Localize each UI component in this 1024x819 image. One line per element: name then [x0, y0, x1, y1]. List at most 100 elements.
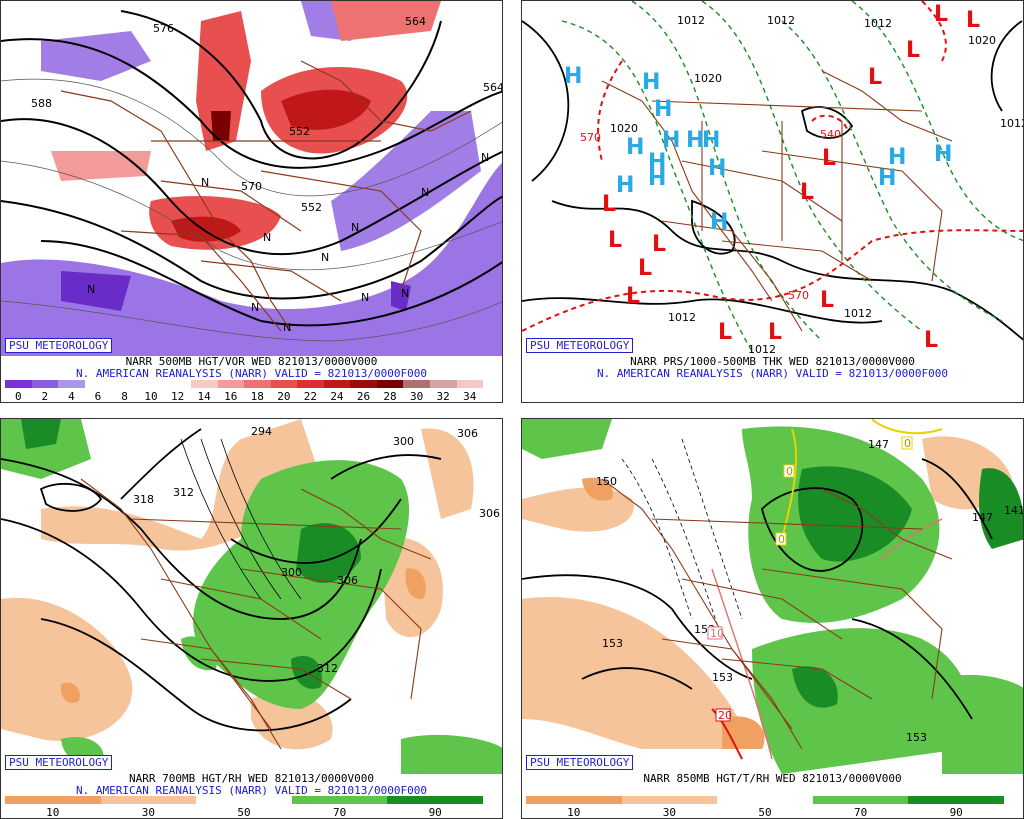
colorbar-swatch [217, 380, 245, 388]
low-pressure-marker: L [768, 320, 782, 345]
isotherm-label: 20 [718, 709, 732, 722]
high-pressure-marker: H [662, 128, 680, 153]
contour-label: 564 [405, 15, 426, 28]
high-pressure-marker: H [654, 97, 672, 122]
isotherm-label: 0 [786, 465, 793, 478]
colorbar-swatch [5, 380, 32, 388]
colorbar-label: 28 [383, 390, 397, 403]
colorbar-label: 26 [356, 390, 371, 403]
colorbar-label: 2 [41, 390, 49, 403]
vorticity-min-marker: N [361, 291, 369, 304]
rh-colorbar [5, 796, 483, 804]
colorbar-label: 90 [949, 806, 963, 819]
low-pressure-marker: L [626, 284, 640, 309]
colorbar-label: 70 [853, 806, 868, 819]
isotherm-label: 0 [904, 437, 911, 450]
contour-label: 147 [868, 438, 889, 451]
contour-label: 147 [972, 511, 993, 524]
high-pressure-marker: H [934, 142, 952, 167]
vorticity-colorbar [5, 380, 484, 388]
colorbar-label: 50 [758, 806, 772, 819]
colorbar-label: 0 [14, 390, 22, 403]
contour-label: 300 [281, 566, 302, 579]
isobar-label: 1012 [844, 307, 872, 320]
vorticity-min-marker: N [321, 251, 329, 264]
vorticity-min-marker: N [351, 221, 359, 234]
low-pressure-marker: L [608, 228, 622, 253]
contour-label: 153 [906, 731, 927, 744]
thickness-label: 570 [788, 289, 809, 302]
contour-label: 312 [173, 486, 194, 499]
colorbar-label: 6 [94, 390, 102, 403]
colorbar-swatch [621, 796, 718, 804]
high-pressure-marker: H [878, 166, 896, 191]
high-pressure-marker: H [686, 128, 704, 153]
colorbar-swatch [196, 796, 292, 804]
high-pressure-marker: H [626, 135, 644, 160]
colorbar-swatch [430, 380, 457, 388]
psu-meteorology-badge: PSU METEOROLOGY [5, 338, 113, 353]
vorticity-map: 576 588 552 570 564 552 564 N N N N N N … [1, 1, 503, 356]
contour-label: 153 [602, 637, 623, 650]
isobar-label: 1020 [968, 34, 996, 47]
vorticity-min-marker: N [201, 176, 209, 189]
colorbar-label: 34 [463, 390, 477, 403]
vorticity-min-marker: N [263, 231, 271, 244]
isobar-label: 1012 [668, 311, 696, 324]
high-pressure-marker: H [710, 210, 728, 235]
panel-700mb-rh: 318 312 300 306 312 300 306 306 294 PSU … [0, 418, 503, 819]
low-pressure-marker: L [906, 38, 920, 63]
contour-label: 153 [712, 671, 733, 684]
caption-line-2: N. AMERICAN REANALYSIS (NARR) VALID = 82… [597, 367, 948, 380]
caption-line-1: NARR 500MB HGT/VOR WED 821013/0000V000 [125, 355, 378, 368]
caption-line-1: NARR 850MB HGT/T/RH WED 821013/0000V000 [643, 772, 902, 785]
panel-caption: NARR 500MB HGT/VOR WED 821013/0000V000 N… [1, 356, 502, 380]
vorticity-min-marker: N [251, 301, 259, 314]
high-pressure-marker: H [702, 128, 720, 153]
contour-label: 552 [289, 125, 310, 138]
thickness-label: 570 [580, 131, 601, 144]
low-pressure-marker: L [638, 256, 652, 281]
rh-700mb-map: 318 312 300 306 312 300 306 306 294 [1, 419, 502, 774]
low-pressure-marker: L [924, 328, 938, 353]
low-pressure-marker: L [934, 2, 948, 27]
low-pressure-marker: L [800, 180, 814, 205]
high-pressure-marker: H [648, 150, 666, 175]
colorbar-swatch [403, 380, 430, 388]
low-pressure-marker: L [868, 65, 882, 90]
colorbar-swatch [111, 380, 138, 388]
colorbar-label: 22 [303, 390, 317, 403]
colorbar-swatch [376, 380, 404, 388]
caption-line-2: N. AMERICAN REANALYSIS (NARR) VALID = 82… [76, 367, 427, 380]
colorbar-swatch [908, 796, 1004, 804]
contour-label: 570 [241, 180, 262, 193]
pressure-thickness-map: 1012 1012 1020 1020 1012 1020 1012 1012 … [522, 1, 1023, 356]
vorticity-min-marker: N [283, 321, 291, 334]
colorbar-swatch [291, 796, 388, 804]
colorbar-swatch [5, 796, 101, 804]
colorbar-label: 4 [68, 390, 75, 403]
high-pressure-marker: H [564, 64, 582, 89]
colorbar-swatch [137, 380, 165, 388]
contour-label: 306 [479, 507, 500, 520]
high-pressure-marker: H [888, 145, 906, 170]
contour-label: 150 [596, 475, 617, 488]
colorbar-label: 10 [46, 806, 60, 819]
panel-pressure-thickness: 1012 1012 1020 1020 1012 1020 1012 1012 … [521, 0, 1024, 403]
colorbar-swatch [270, 380, 298, 388]
low-pressure-marker: L [602, 192, 616, 217]
thickness-label: 540 [820, 128, 841, 141]
colorbar-swatch [100, 796, 197, 804]
colorbar-swatch [164, 380, 191, 388]
colorbar-swatch [84, 380, 112, 388]
temp-rh-850mb-map: 150 153 153 153 153 147 147 141 10 20 0 … [522, 419, 1023, 774]
isobar-label: 1012 [677, 14, 705, 27]
colorbar-label: 18 [250, 390, 264, 403]
contour-label: 306 [457, 427, 478, 440]
contour-label: 564 [483, 81, 503, 94]
contour-label: 318 [133, 493, 154, 506]
colorbar-swatch [812, 796, 909, 804]
colorbar-swatch [323, 380, 351, 388]
contour-label: 588 [31, 97, 52, 110]
contour-label: 576 [153, 22, 174, 35]
